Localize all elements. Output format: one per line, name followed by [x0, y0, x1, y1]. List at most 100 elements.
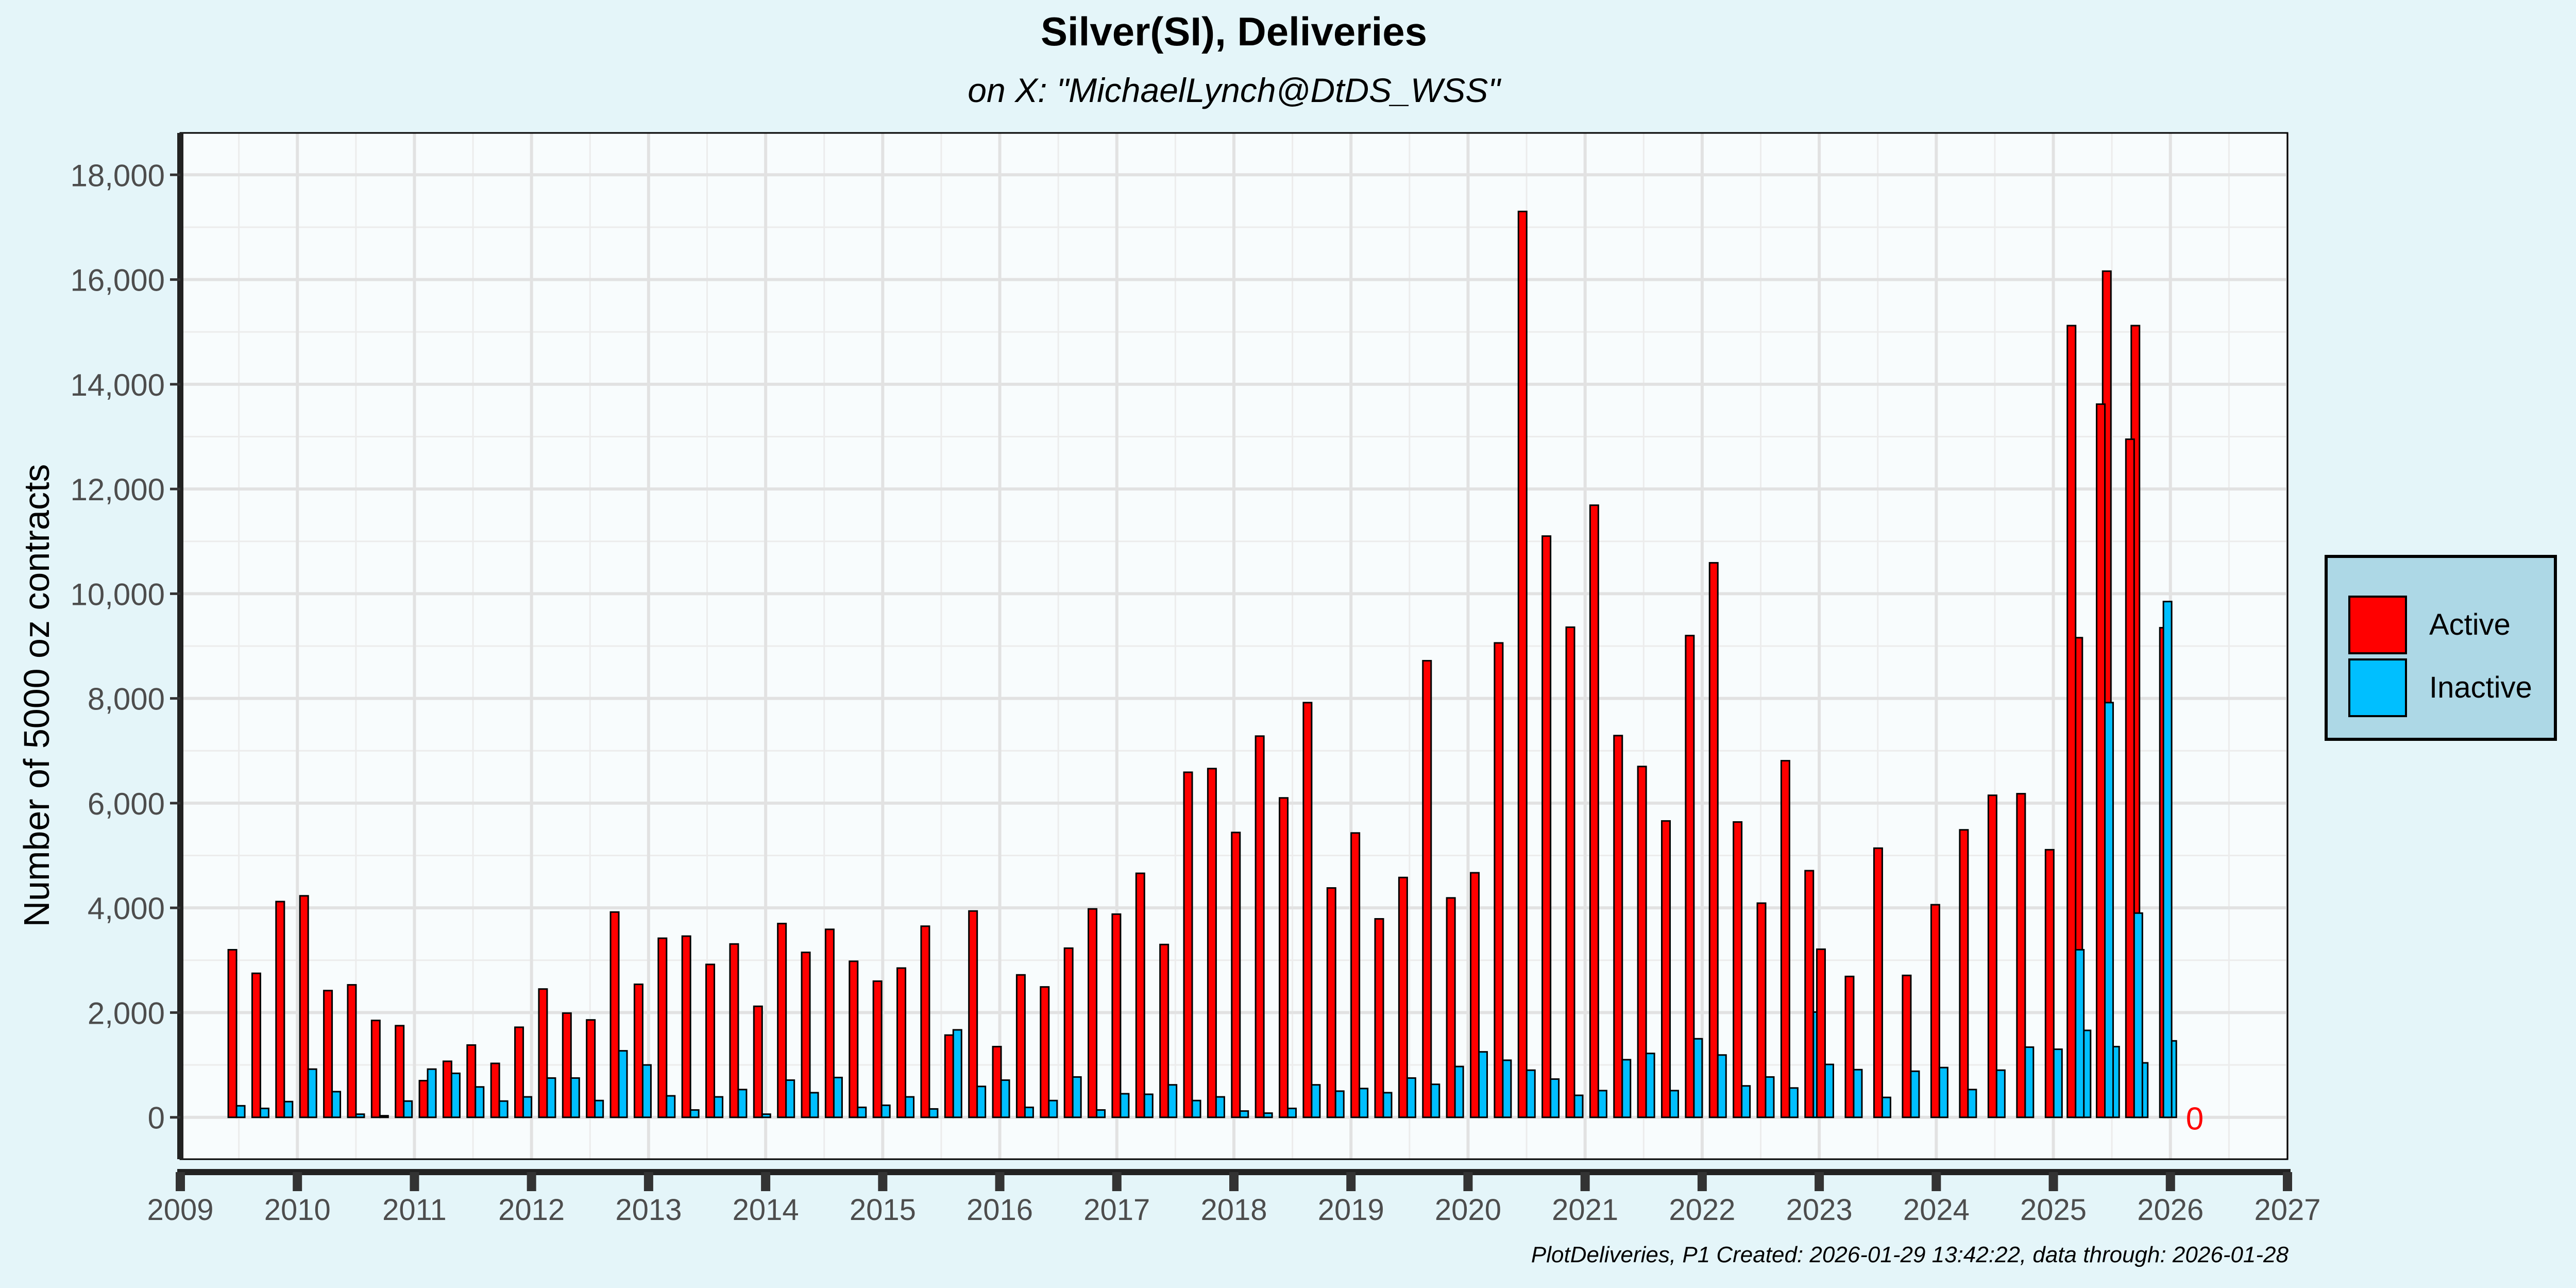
- bar-active: [227, 948, 238, 1118]
- bar-inactive: [1167, 1084, 1178, 1118]
- bar-inactive: [1406, 1077, 1416, 1118]
- bar-active: [323, 990, 333, 1118]
- bar-active: [1637, 766, 1647, 1118]
- bar-active: [466, 1044, 477, 1118]
- bar-inactive: [522, 1096, 533, 1118]
- bar-inactive: [1621, 1059, 1632, 1118]
- bar-active: [920, 925, 930, 1118]
- bar-active: [586, 1019, 596, 1118]
- y-tick-label: 16,000: [70, 263, 165, 298]
- bar-active: [849, 960, 859, 1118]
- bar-inactive: [1382, 1092, 1393, 1118]
- bar-inactive: [355, 1113, 365, 1118]
- bar-active: [1816, 948, 1826, 1118]
- x-tick-label: 2023: [1786, 1193, 1853, 1227]
- bar-inactive: [880, 1104, 891, 1118]
- zero-annotation: 0: [2186, 1101, 2204, 1137]
- x-tick-label: 2009: [147, 1193, 213, 1227]
- bar-active: [801, 952, 811, 1118]
- bar-inactive: [1454, 1065, 1464, 1118]
- bar-inactive: [1853, 1069, 1863, 1118]
- bar-inactive: [1550, 1078, 1560, 1118]
- bar-inactive: [714, 1096, 724, 1118]
- bar-inactive: [594, 1099, 604, 1118]
- bar-active: [1804, 870, 1815, 1118]
- bar-active: [992, 1045, 1002, 1118]
- x-tick-label: 2016: [967, 1193, 1033, 1227]
- bar-inactive: [546, 1077, 556, 1118]
- bar-inactive: [1995, 1069, 2006, 1118]
- bar-inactive: [976, 1086, 987, 1118]
- x-tick-label: 2025: [2020, 1193, 2087, 1227]
- bar-inactive: [641, 1064, 652, 1118]
- bar-active: [299, 895, 309, 1118]
- bar-inactive: [952, 1029, 962, 1118]
- bar-active: [2125, 438, 2135, 1118]
- bar-active: [442, 1060, 452, 1118]
- bar-active: [705, 963, 716, 1118]
- bar-active: [1255, 735, 1265, 1118]
- bar-inactive: [379, 1115, 389, 1118]
- bar-inactive: [1881, 1096, 1891, 1118]
- bar-inactive: [2133, 912, 2143, 1118]
- bar-inactive: [1573, 1094, 1584, 1118]
- bar-inactive: [761, 1113, 771, 1118]
- bar-inactive: [1072, 1076, 1082, 1118]
- bar-active: [1756, 902, 1767, 1118]
- bar-active: [538, 988, 548, 1118]
- bar-inactive: [809, 1092, 819, 1118]
- bar-inactive: [1788, 1087, 1799, 1118]
- bar-active: [514, 1026, 524, 1118]
- bar-inactive: [570, 1077, 580, 1118]
- bar-active: [1844, 975, 1855, 1118]
- bar-active: [2044, 849, 2055, 1118]
- bar-active: [753, 1005, 763, 1118]
- bar-active: [1326, 887, 1336, 1118]
- footer-caption: PlotDeliveries, P1 Created: 2026-01-29 1…: [1531, 1242, 2289, 1267]
- chart-subtitle: on X: "MichaelLynch@DtDS_WSS": [968, 71, 1501, 109]
- x-tick-label: 2010: [264, 1193, 331, 1227]
- bar-inactive: [450, 1072, 461, 1118]
- bar-inactive: [2162, 601, 2173, 1118]
- bar-inactive: [1824, 1063, 1834, 1118]
- bar-active: [275, 901, 285, 1118]
- bar-active: [1183, 771, 1193, 1118]
- bar-inactive: [498, 1100, 509, 1118]
- bar-inactive: [928, 1108, 939, 1118]
- y-tick-label: 10,000: [70, 577, 165, 612]
- x-tick-label: 2015: [850, 1193, 916, 1227]
- x-tick-label: 2018: [1200, 1193, 1267, 1227]
- bar-inactive: [283, 1100, 294, 1118]
- legend-label-active: Active: [2429, 608, 2511, 641]
- bar-inactive: [1597, 1090, 1607, 1118]
- bar-active: [1159, 943, 1170, 1118]
- bar-inactive: [1311, 1084, 1321, 1118]
- bar-inactive: [1765, 1076, 1775, 1118]
- bar-inactive: [1215, 1096, 1225, 1118]
- bar-active: [1930, 904, 1940, 1118]
- bar-inactive: [666, 1095, 676, 1118]
- y-tick-label: 0: [148, 1101, 165, 1136]
- bar-inactive: [1938, 1066, 1948, 1118]
- bar-active: [1350, 832, 1361, 1118]
- bar-active: [562, 1012, 572, 1118]
- bar-active: [1374, 918, 1384, 1118]
- bar-active: [633, 984, 643, 1118]
- bar-inactive: [235, 1105, 246, 1118]
- x-tick-label: 2020: [1435, 1193, 1501, 1227]
- bar-active: [1422, 659, 1432, 1118]
- bar-inactive: [1717, 1054, 1727, 1118]
- y-tick-label: 4,000: [88, 891, 165, 926]
- bar-active: [1708, 562, 1719, 1118]
- bar-inactive: [1239, 1110, 1249, 1118]
- bar-inactive: [2075, 948, 2085, 1118]
- bar-inactive: [1478, 1051, 1488, 1118]
- bar-inactive: [1526, 1069, 1536, 1118]
- bar-active: [944, 1034, 954, 1118]
- x-tick-label: 2021: [1552, 1193, 1618, 1227]
- x-tick-label: 2027: [2254, 1193, 2320, 1227]
- bar-active: [777, 923, 787, 1118]
- bar-inactive: [1048, 1099, 1058, 1118]
- bar-inactive: [427, 1068, 437, 1118]
- legend-swatch-inactive: [2348, 658, 2407, 717]
